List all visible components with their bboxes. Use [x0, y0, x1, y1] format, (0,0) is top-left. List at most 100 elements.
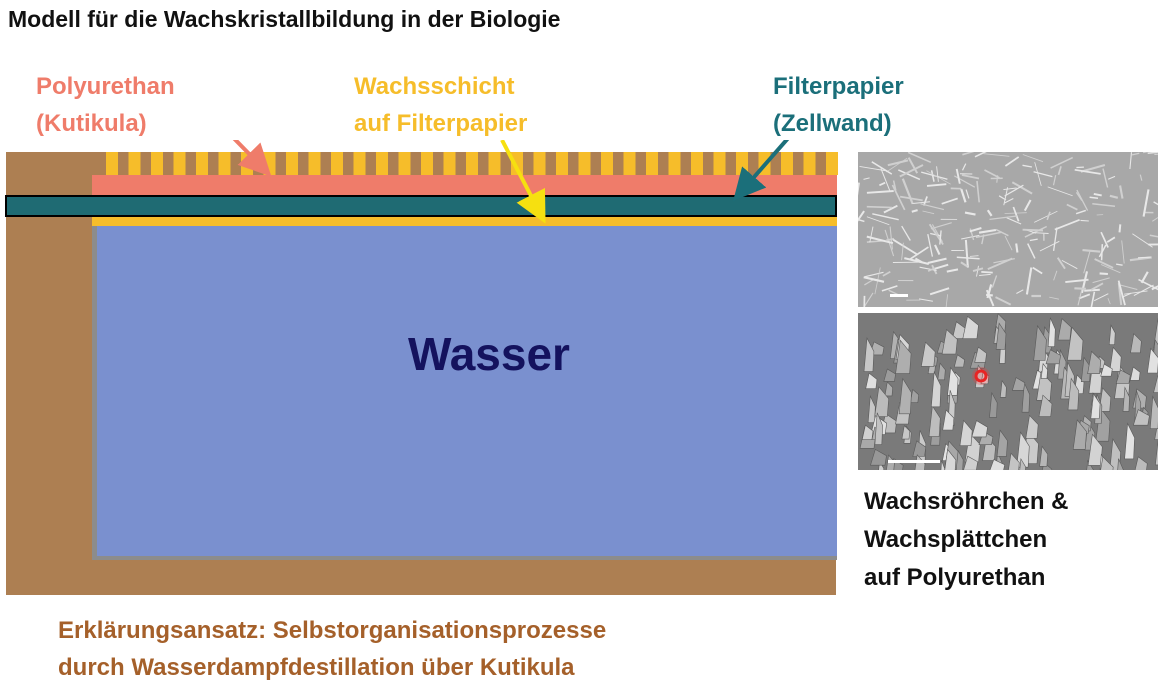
- crystal-platelet: [1132, 409, 1150, 426]
- crystal-needle: [1012, 206, 1020, 222]
- crystal-needle: [961, 174, 980, 180]
- crystal-needle: [1052, 227, 1058, 251]
- microscope-photo-tubes: [858, 152, 1158, 307]
- crystal-needle: [930, 222, 952, 230]
- label-polyurethan: Polyurethan (Kutikula): [36, 68, 175, 142]
- crystal-needle: [964, 239, 969, 268]
- crystal-needle: [889, 226, 893, 250]
- crystal-needle: [869, 226, 874, 243]
- crystal-needle: [979, 273, 991, 276]
- polyurethan-arrow: [232, 140, 272, 177]
- crystal-needle: [961, 163, 967, 171]
- polyurethan-layer: [92, 175, 837, 196]
- crystal-platelet: [1019, 457, 1026, 470]
- crystal-needle: [936, 166, 939, 182]
- crystal-platelet: [1117, 458, 1124, 470]
- crystal-needle: [863, 177, 870, 180]
- crystal-needle: [899, 164, 924, 178]
- crystal-needle: [972, 267, 984, 273]
- crystal-needle: [934, 244, 941, 256]
- crystal-needle: [1129, 152, 1133, 170]
- crystal-platelet: [1108, 324, 1116, 346]
- crystal-needle: [1003, 187, 1009, 206]
- caption-line2: Wachsplättchen: [864, 526, 1048, 553]
- crystal-platelet: [912, 440, 927, 457]
- wax-tube: [286, 152, 298, 175]
- crystal-needle: [1050, 156, 1074, 169]
- crystal-needle: [928, 223, 944, 246]
- crystal-needle: [956, 256, 980, 260]
- crystal-needle: [858, 210, 865, 222]
- crystal-needle: [960, 188, 967, 203]
- wax-tube: [443, 152, 456, 175]
- crystal-needle: [946, 268, 959, 273]
- crystal-needle: [986, 209, 993, 217]
- crystal-needle: [1074, 287, 1086, 290]
- crystal-needle: [1078, 293, 1091, 300]
- crystal-needle: [1092, 277, 1110, 284]
- red-pointer-icon: [974, 369, 988, 383]
- crystal-platelet: [942, 409, 955, 431]
- crystal-platelet: [1100, 363, 1113, 377]
- wax-tube: [376, 152, 388, 175]
- crystal-needle: [1149, 234, 1158, 238]
- crystal-needle: [866, 216, 890, 226]
- crystal-needle: [960, 261, 969, 268]
- crystal-needle: [961, 234, 980, 240]
- crystal-needle: [927, 233, 934, 257]
- crystal-platelet: [1067, 377, 1080, 411]
- water-body: [97, 226, 837, 556]
- caption-line1: Wachsröhrchen &: [864, 488, 1069, 515]
- crystal-platelet: [963, 455, 979, 470]
- crystal-needle: [901, 225, 911, 241]
- vessel-diagram: Wasser: [5, 140, 838, 595]
- crystal-needle: [1015, 243, 1019, 253]
- crystal-needle: [921, 171, 948, 180]
- wax-tube: [196, 152, 208, 175]
- crystal-needle: [933, 263, 949, 271]
- crystal-needle: [939, 230, 942, 245]
- crystal-needle: [1117, 280, 1126, 306]
- wax-tube: [106, 152, 118, 175]
- wax-tube: [398, 152, 411, 175]
- crystal-needle: [919, 298, 933, 302]
- crystal-platelet: [1040, 362, 1048, 379]
- crystal-needle: [911, 201, 930, 205]
- explanation-line2: durch Wasserdampfdestillation über Kutik…: [58, 654, 575, 681]
- crystal-needle: [930, 170, 935, 182]
- crystal-needle: [996, 175, 999, 183]
- crystal-needle: [1057, 166, 1062, 176]
- crystal-needle: [1053, 270, 1058, 281]
- crystal-platelet: [1129, 366, 1141, 381]
- crystal-needle: [1102, 168, 1109, 188]
- crystal-needle: [1099, 272, 1108, 276]
- crystal-needle: [1006, 217, 1022, 225]
- crystal-needle: [866, 205, 893, 209]
- wachsschicht-arrow: [500, 140, 546, 224]
- crystal-platelet: [937, 362, 946, 381]
- photo-caption: Wachsröhrchen & Wachsplättchen auf Polyu…: [864, 483, 1068, 597]
- crystal-platelet: [1122, 386, 1130, 412]
- crystal-platelet: [996, 429, 1008, 457]
- crystal-needle: [880, 168, 891, 193]
- crystal-platelet: [941, 328, 958, 355]
- crystal-needle: [1004, 156, 1020, 167]
- crystal-needle: [1107, 175, 1116, 180]
- crystal-needle: [907, 152, 932, 164]
- crystal-needle: [945, 294, 948, 307]
- crystal-needle: [1075, 209, 1087, 215]
- crystal-platelet: [867, 394, 876, 423]
- wax-tube: [713, 152, 726, 175]
- crystal-platelet: [884, 381, 894, 397]
- crystal-platelet: [895, 339, 912, 374]
- crystal-platelet: [1047, 317, 1056, 348]
- crystal-platelet: [928, 405, 941, 437]
- label-polyurethan-line1: Polyurethan: [36, 73, 175, 100]
- crystal-needle: [927, 257, 947, 264]
- crystal-platelet: [1130, 333, 1142, 354]
- crystal-needle: [926, 170, 951, 185]
- crystal-platelet: [962, 315, 979, 340]
- crystal-needle: [1093, 192, 1102, 197]
- crystal-needle: [892, 238, 918, 256]
- crystal-needle: [919, 266, 937, 272]
